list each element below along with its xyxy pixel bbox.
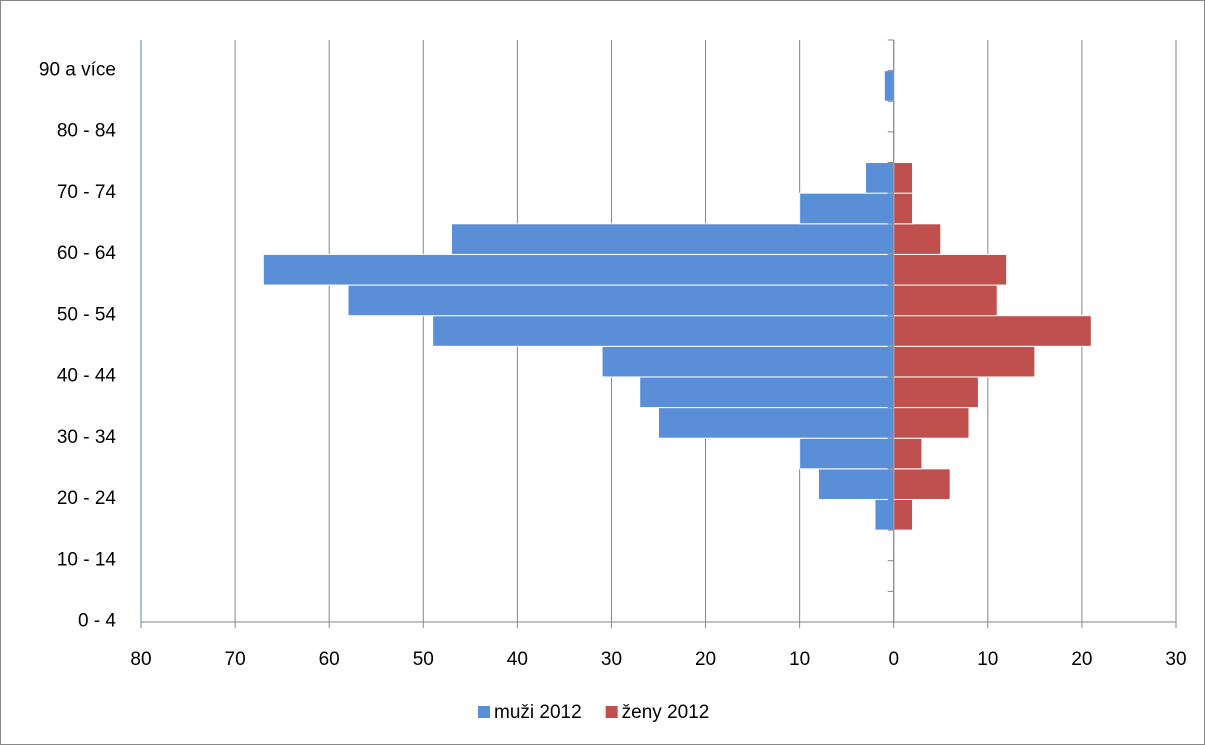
bar (451, 223, 895, 255)
bar (865, 162, 895, 194)
bar (883, 70, 895, 102)
y-tick-label: 90 a více (39, 59, 116, 80)
y-tick-label: 10 - 14 (57, 549, 117, 570)
x-tick-label: 40 (507, 649, 528, 670)
x-tick-label: 30 (601, 649, 622, 670)
bar (893, 437, 923, 470)
bar (893, 162, 914, 194)
bar (601, 345, 895, 378)
x-tick-label: 30 (1165, 649, 1186, 670)
y-tick-label: 0 - 4 (78, 611, 116, 632)
x-tick-label: 10 (977, 649, 998, 670)
y-tick-label: 30 - 34 (57, 427, 117, 448)
bar (874, 498, 895, 531)
bar (347, 284, 895, 317)
bar (639, 376, 895, 409)
bar (817, 468, 895, 500)
y-tick-label: 20 - 24 (57, 488, 117, 509)
x-tick-label: 20 (1071, 649, 1092, 670)
bar (658, 407, 895, 439)
y-tick-label: 80 - 84 (57, 121, 117, 142)
bar (893, 223, 942, 255)
bar (799, 192, 895, 225)
bar (799, 437, 895, 470)
y-tick-label: 40 - 44 (57, 366, 117, 387)
bar (893, 376, 979, 409)
legend-swatch (478, 706, 490, 718)
bar (893, 284, 998, 317)
legend-label: ženy 2012 (622, 702, 710, 723)
x-tick-label: 50 (413, 649, 434, 670)
bar (893, 315, 1092, 347)
bar (893, 253, 1008, 286)
y-tick-label: 60 - 64 (57, 243, 117, 264)
bar (893, 192, 914, 225)
bar (262, 253, 895, 286)
x-tick-label: 70 (225, 649, 246, 670)
y-tick-label: 50 - 54 (57, 304, 117, 325)
bar (893, 468, 951, 500)
x-tick-label: 0 (888, 649, 899, 670)
x-tick-label: 80 (130, 649, 151, 670)
bar (432, 315, 895, 347)
y-tick-label: 70 - 74 (57, 182, 117, 203)
x-tick-label: 10 (789, 649, 810, 670)
x-tick-label: 20 (695, 649, 716, 670)
bar (893, 345, 1036, 378)
bar (893, 498, 914, 531)
legend-swatch (605, 706, 618, 718)
bar (893, 407, 970, 439)
legend-label: muži 2012 (494, 702, 582, 723)
x-tick-label: 60 (319, 649, 340, 670)
